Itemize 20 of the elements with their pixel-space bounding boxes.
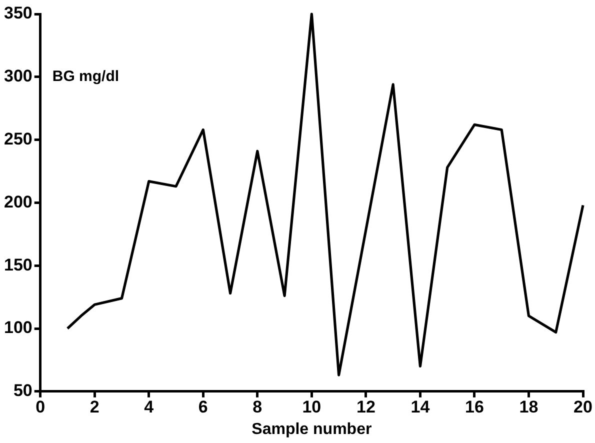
y-tick-label: 300 xyxy=(4,66,32,86)
x-tick-label: 2 xyxy=(90,397,100,416)
y-tick-label: 50 xyxy=(13,381,32,400)
x-tick-label: 4 xyxy=(144,397,154,416)
x-tick-label: 8 xyxy=(252,397,262,416)
x-tick-label: 10 xyxy=(302,397,322,416)
x-tick-label: 6 xyxy=(198,397,208,416)
x-tick-label: 16 xyxy=(465,397,484,416)
x-tick-label: 0 xyxy=(36,397,46,416)
y-axis-title: BG mg/dl xyxy=(52,68,120,86)
x-axis-title: Sample number xyxy=(252,420,372,438)
x-tick-label: 18 xyxy=(519,397,538,416)
y-tick-label: 200 xyxy=(4,192,32,212)
x-tick-label: 14 xyxy=(410,397,430,416)
x-tick-label: 20 xyxy=(574,397,592,416)
y-tick-label: 250 xyxy=(4,129,32,148)
y-tick-label: 100 xyxy=(4,318,32,338)
y-tick-label: 350 xyxy=(4,4,32,23)
y-tick-label: 150 xyxy=(4,255,32,274)
x-tick-label: 12 xyxy=(356,397,376,416)
